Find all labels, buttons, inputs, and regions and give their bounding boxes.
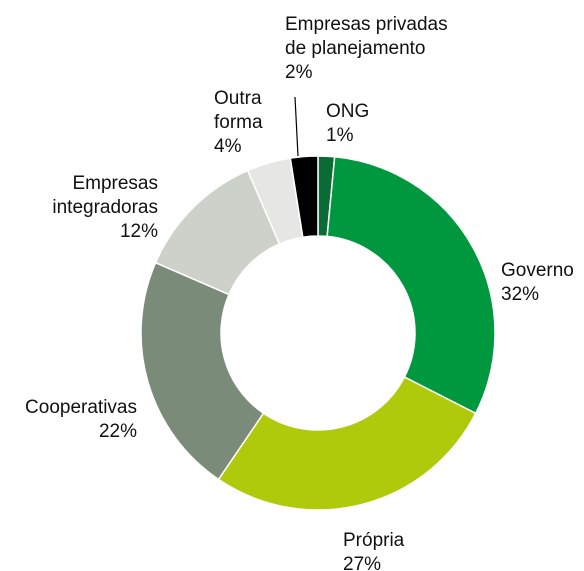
slice-label-empresas-integradoras-2: integradoras — [52, 197, 158, 218]
slice-value-outra-forma: 4% — [214, 136, 242, 157]
slice-label-propria: Própria — [343, 530, 405, 551]
slice-label-ong: ONG — [326, 101, 369, 122]
slice-label-empresas-privadas-1: Empresas privadas — [285, 14, 448, 35]
slice-própria — [217, 376, 477, 511]
slice-value-propria: 27% — [343, 554, 381, 571]
slice-value-governo: 32% — [501, 284, 539, 305]
slice-value-cooperativas: 22% — [99, 421, 137, 442]
slice-value-empresas-privadas: 2% — [285, 62, 313, 83]
slice-cooperativas — [140, 261, 265, 481]
slice-label-empresas-privadas-2: de planejamento — [285, 38, 426, 59]
slice-label-empresas-integradoras-1: Empresas — [72, 173, 158, 194]
slice-label-outra-forma-2: forma — [214, 112, 263, 133]
slice-empresas-privadas-de-planejamento — [289, 155, 319, 239]
slice-value-empresas-integradoras: 12% — [120, 221, 158, 242]
slice-label-cooperativas: Cooperativas — [25, 397, 137, 418]
slice-label-governo: Governo — [501, 260, 574, 281]
leader-line — [294, 96, 299, 157]
slice-label-outra-forma-1: Outra — [214, 88, 262, 109]
slice-value-ong: 1% — [326, 125, 354, 146]
slice-governo — [326, 155, 496, 415]
